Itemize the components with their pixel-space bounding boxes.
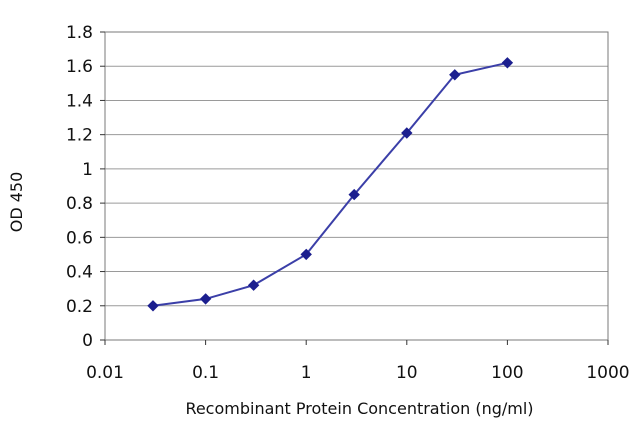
ytick-label-2: 0.4 (66, 263, 93, 283)
ytick-label-4: 0.8 (66, 194, 93, 214)
series-line-0 (152, 61, 508, 307)
xtick-label-2: 1 (301, 363, 312, 383)
ytick-label-0: 0 (82, 331, 93, 351)
xtick-label-3: 10 (396, 363, 418, 383)
ytick-label-9: 1.8 (66, 23, 93, 43)
y-axis: 0 0.2 0.4 0.6 0.8 1 1.2 1.4 1.6 1.8 (66, 23, 105, 351)
data-point-7 (501, 57, 514, 69)
series-layer (147, 57, 514, 312)
grid-layer (105, 31, 608, 341)
ytick-label-7: 1.4 (66, 91, 93, 111)
ytick-label-8: 1.6 (66, 57, 93, 77)
ytick-label-5: 1 (82, 160, 93, 180)
ytick-label-6: 1.2 (66, 126, 93, 146)
data-point-3 (300, 248, 312, 261)
ytick-label-1: 0.2 (66, 297, 93, 317)
data-point-4 (348, 188, 360, 201)
xtick-label-4: 100 (491, 363, 523, 383)
data-point-2 (247, 279, 260, 291)
data-point-1 (199, 293, 212, 305)
data-point-5 (401, 127, 413, 139)
xtick-label-1: 0.1 (192, 363, 219, 383)
plot-frame (104, 31, 609, 341)
ytick-label-3: 0.6 (66, 228, 93, 248)
x-axis: 0.01 0.1 1 10 100 1000 (86, 340, 630, 383)
x-axis-title: Recombinant Protein Concentration (ng/ml… (185, 399, 533, 418)
y-axis-title: OD 450 (7, 172, 26, 233)
xtick-label-0: 0.01 (86, 363, 124, 383)
data-point-6 (449, 69, 461, 81)
xtick-label-5: 1000 (586, 363, 629, 383)
data-point-0 (147, 300, 159, 312)
